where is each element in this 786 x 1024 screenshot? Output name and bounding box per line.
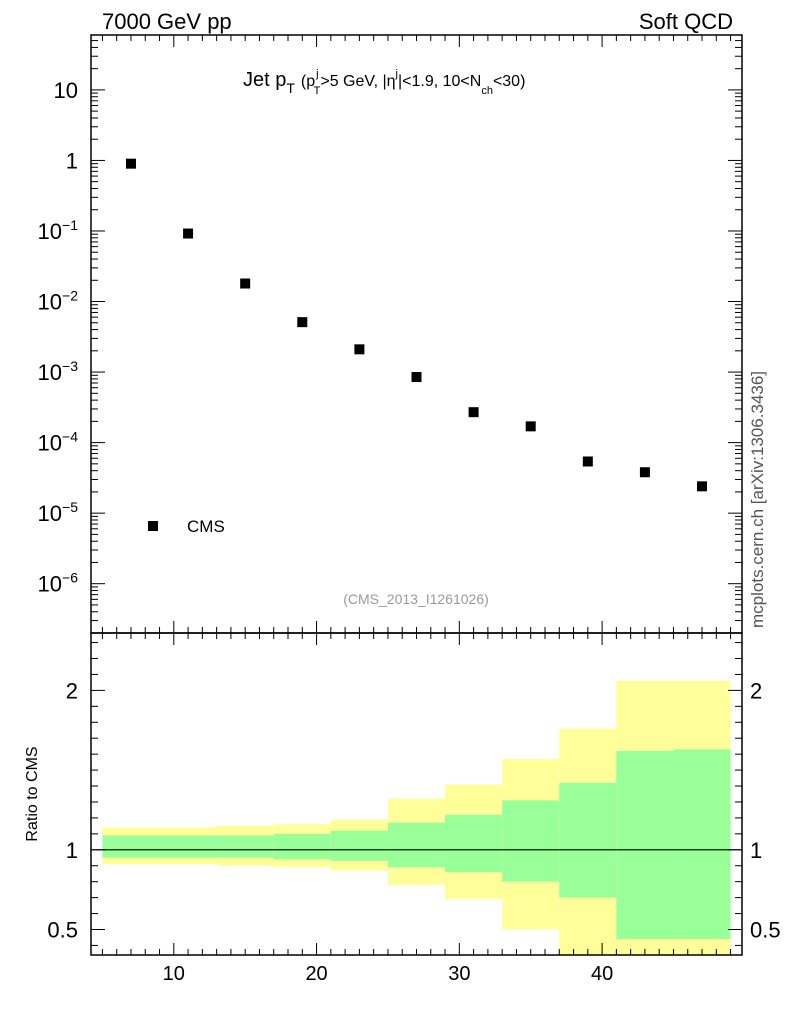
data-point-1 bbox=[183, 228, 194, 239]
title-p-sup: j bbox=[315, 68, 318, 80]
main-ytick-label-6: 10−5 bbox=[38, 499, 79, 526]
ratio-xtick-label-1: 20 bbox=[305, 963, 327, 985]
data-point-3 bbox=[297, 317, 308, 328]
ratio-x-tick-labels: 10 20 30 40 bbox=[163, 963, 614, 985]
data-point-0 bbox=[125, 158, 136, 169]
title-open: (p bbox=[301, 73, 315, 90]
stat-uncertainty-band-7 bbox=[502, 800, 560, 882]
ratio-y-tick-labels: 0.5 0.5 1 1 2 2 bbox=[47, 678, 780, 942]
data-point-9 bbox=[639, 467, 650, 478]
stat-uncertainty-band-3 bbox=[273, 833, 331, 860]
stat-uncertainty-band-5 bbox=[387, 822, 446, 868]
data-point-7 bbox=[525, 421, 536, 432]
main-ytick-base: 10 bbox=[38, 219, 62, 244]
ratio-xtick-label-2: 30 bbox=[448, 963, 470, 985]
title-main: Jet p bbox=[243, 69, 286, 91]
ratio-xtick-label-0: 10 bbox=[163, 963, 185, 985]
title-eta: η bbox=[387, 73, 396, 90]
data-point-2 bbox=[240, 278, 251, 289]
main-ytick-base: 10 bbox=[38, 360, 62, 385]
title-cut2: |<1.9, 10<N bbox=[398, 73, 481, 90]
title-close: <30) bbox=[493, 73, 525, 90]
main-ytick-exponent: −6 bbox=[62, 570, 78, 586]
stat-uncertainty-band-4 bbox=[330, 830, 388, 861]
stat-uncertainty-band-0 bbox=[102, 835, 160, 858]
main-ytick-exponent: −1 bbox=[62, 217, 78, 233]
legend-marker bbox=[148, 521, 158, 531]
main-ytick-base: 10 bbox=[38, 572, 62, 597]
axis-ticks bbox=[91, 34, 742, 955]
main-markers bbox=[125, 158, 708, 492]
main-ytick-exponent: −2 bbox=[62, 288, 78, 304]
main-ytick-label-1: 1 bbox=[66, 148, 78, 173]
side-note: mcplots.cern.ch [arXiv:1306.3436] bbox=[748, 371, 767, 628]
ratio-xtick-label-3: 40 bbox=[591, 963, 613, 985]
data-point-4 bbox=[354, 344, 365, 355]
title-n-sub: ch bbox=[481, 85, 493, 97]
stat-uncertainty-band-6 bbox=[445, 814, 503, 873]
stat-uncertainty-band-1 bbox=[159, 835, 217, 858]
main-panel-frame bbox=[90, 34, 743, 634]
main-ytick-label-0: 10 bbox=[54, 78, 78, 103]
title-cut1: >5 GeV, | bbox=[320, 73, 386, 90]
ratio-ytick-label-right-1: 1 bbox=[750, 838, 762, 863]
process-label: Soft QCD bbox=[639, 9, 733, 34]
main-ytick-label-4: 10−3 bbox=[38, 358, 79, 385]
stat-uncertainty-band-2 bbox=[216, 835, 274, 858]
stat-uncertainty-band-10 bbox=[673, 749, 731, 940]
main-ytick-exponent: −5 bbox=[62, 499, 78, 515]
ratio-ytick-label-right-2: 2 bbox=[750, 678, 762, 703]
stat-uncertainty-band-8 bbox=[559, 782, 617, 898]
ratio-ytick-label-right-0: 0.5 bbox=[750, 917, 781, 942]
ratio-bands bbox=[102, 680, 731, 955]
legend-label: CMS bbox=[187, 517, 225, 536]
energy-label: 7000 GeV pp bbox=[102, 9, 232, 34]
main-ytick-label-7: 10−6 bbox=[38, 570, 79, 597]
ratio-ytick-label-left-2: 2 bbox=[66, 678, 78, 703]
analysis-label: (CMS_2013_I1261026) bbox=[343, 591, 489, 607]
ratio-ytick-label-left-0: 0.5 bbox=[47, 917, 78, 942]
main-ytick-exponent: −4 bbox=[62, 429, 78, 445]
main-ytick-exponent: −3 bbox=[62, 358, 78, 374]
title-main-sub: T bbox=[286, 80, 295, 96]
main-ytick-label-5: 10−4 bbox=[38, 429, 79, 456]
title-eta-sup: j bbox=[395, 68, 398, 80]
data-point-10 bbox=[697, 481, 708, 492]
ratio-axis-label: Ratio to CMS bbox=[24, 746, 41, 841]
stat-uncertainty-band-9 bbox=[616, 750, 674, 940]
ratio-ytick-label-left-1: 1 bbox=[66, 838, 78, 863]
main-ytick-label-3: 10−2 bbox=[38, 288, 79, 315]
main-title: Jet pT (pj T>5 GeV, |ηj|<1.9, 10<Nch<30) bbox=[243, 68, 525, 97]
main-ytick-base: 10 bbox=[38, 290, 62, 315]
main-ytick-base: 10 bbox=[38, 501, 62, 526]
title-p-sub: T bbox=[314, 85, 321, 97]
main-ytick-base: 10 bbox=[38, 431, 62, 456]
data-point-5 bbox=[411, 372, 422, 383]
main-ytick-label-2: 10−1 bbox=[38, 217, 79, 244]
data-point-6 bbox=[468, 407, 479, 418]
data-point-8 bbox=[582, 456, 593, 467]
